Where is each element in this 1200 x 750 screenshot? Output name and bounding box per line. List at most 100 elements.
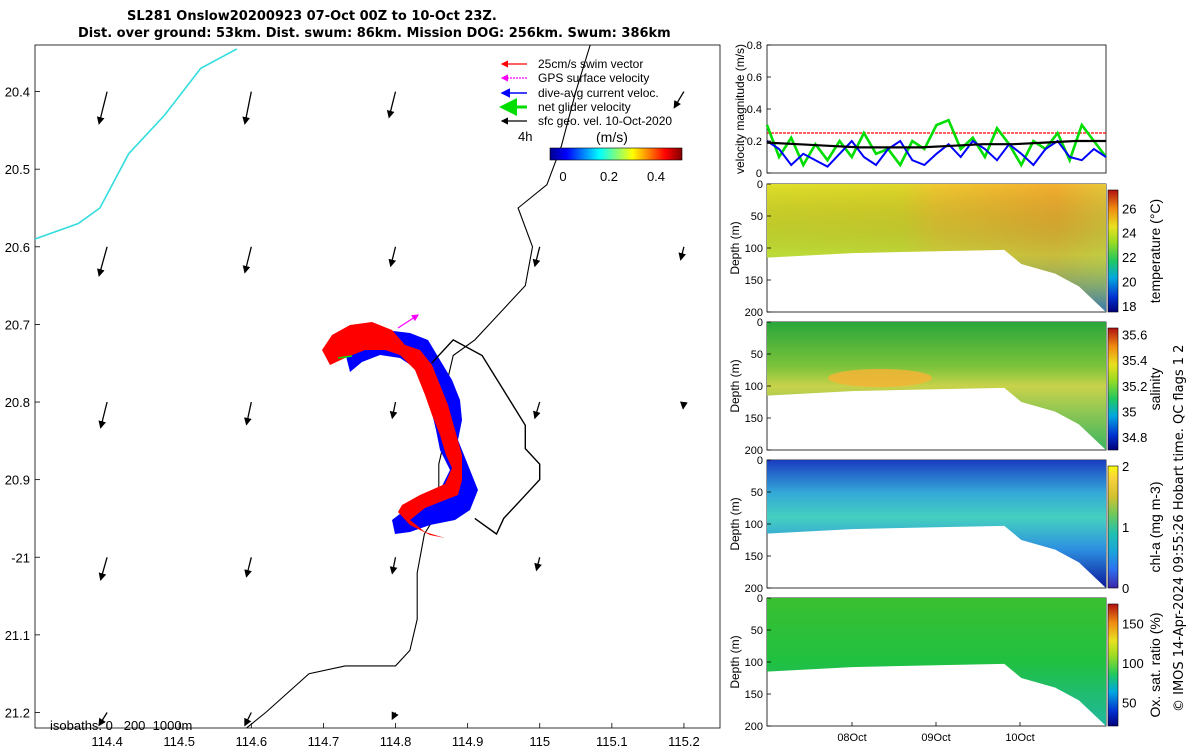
colorbar-label: temperature (°C) (1147, 199, 1163, 303)
depth-axis-label: Depth (m) (728, 359, 742, 412)
geo-velocity-arrow (532, 246, 541, 268)
map-x-tick-label: 115 (529, 734, 550, 749)
legend-gps-label: GPS surface velocity (538, 71, 649, 85)
geo-velocity-arrow (244, 401, 252, 426)
chlorophyll-section-panel (766, 459, 1119, 589)
depth-tick-label: 0 (757, 455, 763, 467)
depth-tick-label: 0 (757, 179, 763, 191)
map-y-tick-label: 20.9 (5, 473, 30, 488)
geo-velocity-arrow (678, 246, 687, 261)
colorbar-tick-label: 18 (1122, 299, 1136, 314)
geo-velocity-arrow (673, 91, 685, 109)
depth-tick-label: 100 (745, 381, 763, 393)
depth-tick-label: 150 (745, 689, 763, 701)
colorbar-tick: 0.2 (600, 169, 618, 184)
colorbar-tick-label: 150 (1122, 617, 1144, 632)
depth-tick-label: 100 (745, 519, 763, 531)
geo-velocity-arrow (391, 711, 399, 721)
depth-tick-label: 100 (745, 243, 763, 255)
map-y-tick-label: 20.5 (5, 162, 30, 177)
depth-tick-label: 150 (745, 551, 763, 563)
velocity-series-geo (766, 139, 1106, 149)
velocity-series-current (766, 139, 1107, 168)
velocity-y-tick-label: 0.4 (747, 104, 762, 116)
colorbar-tick-label: 35.4 (1122, 353, 1147, 368)
depth-tick-label: 150 (745, 275, 763, 287)
map-x-tick-label: 115.2 (668, 734, 700, 749)
colorbar-tick-label: 35 (1122, 404, 1136, 419)
map-x-tick-label: 114.9 (452, 734, 484, 749)
map-panel: 114.4 114.5 114.6 114.7 114.8 114.9 115 115.1 11… (5, 44, 721, 749)
colorbar-unit-label: (m/s) (596, 129, 628, 145)
depth-tick-label: 0 (757, 317, 763, 329)
geo-velocity-arrow (98, 712, 108, 727)
map-y-tick-label: 20.4 (5, 85, 30, 100)
geo-velocity-arrow (389, 401, 398, 420)
colorbar-tick-label: 2 (1122, 459, 1129, 474)
map-y-tick-label: 21.2 (5, 705, 30, 720)
temperature-colorbar (1107, 189, 1119, 313)
map-x-tick-label: 114.8 (380, 734, 412, 749)
geo-velocity-arrow (533, 401, 541, 420)
colorbar-tick-label: 35.2 (1122, 379, 1147, 394)
depth-tick-label: 200 (745, 583, 763, 595)
colorbar-label: chl-a (mg m-3) (1147, 481, 1163, 572)
salinity-section-panel (766, 321, 1119, 451)
geo-velocity-arrow (534, 557, 542, 572)
speed-colorbar: (m/s) 0 0.2 0.4 (549, 129, 683, 184)
oxygen-colorbar (1107, 603, 1119, 727)
map-y-tick-label: 20.8 (5, 395, 30, 410)
geo-velocity-arrow (389, 557, 398, 575)
map-y-ticks: 20.4 20.5 20.6 20.7 20.8 20.9 -21 21.1 21.2 (5, 85, 40, 720)
oxygen-section-panel (766, 597, 1119, 727)
colorbar-tick-label: 24 (1122, 226, 1136, 241)
swim-vector-swath (322, 322, 462, 538)
map-x-tick-label: 114.5 (163, 734, 195, 749)
velocity-y-tick-label: 0.2 (747, 136, 762, 148)
depth-tick-label: 200 (745, 307, 763, 319)
geo-velocity-arrow (680, 401, 688, 410)
map-y-tick-label: 20.6 (5, 240, 30, 255)
colorbar-tick-label: 20 (1122, 275, 1136, 290)
legend-current-label: dive-avg current veloc. (538, 86, 659, 100)
credit-text: © IMOS 14-Apr-2024 09:55:26 Hobart time.… (1172, 344, 1187, 712)
current-velocity-swath (345, 330, 478, 534)
date-tick-label: 09Oct (921, 732, 950, 744)
map-x-tick-label: 114.6 (236, 734, 268, 749)
temperature-section-panel (766, 183, 1119, 313)
geo-velocity-arrow (244, 712, 252, 727)
depth-tick-label: 200 (745, 445, 763, 457)
colorbar-tick-label: 50 (1122, 695, 1136, 710)
colorbar-tick-label: 22 (1122, 250, 1136, 265)
legend-swim-label: 25cm/s swim vector (538, 57, 643, 71)
legend-net-label: net glider velocity (538, 100, 631, 114)
geo-velocity-arrow (242, 91, 252, 125)
colorbar-tick-label: 26 (1122, 201, 1136, 216)
glider-track (431, 339, 541, 536)
colorbar-tick-label: 1 (1122, 520, 1129, 535)
depth-tick-label: 50 (751, 487, 763, 499)
map-y-tick-label: 21.1 (5, 628, 30, 643)
geo-velocity-arrow (97, 246, 108, 277)
colorbar-tick-label: 0 (1122, 581, 1129, 596)
velocity-y-ticks: 0 0.2 0.4 0.6 0.8 (747, 40, 771, 180)
map-y-tick-label: -21 (11, 550, 30, 565)
gps-velocity-arrow (397, 314, 420, 329)
net-velocity-arrow (337, 355, 353, 359)
geo-velocity-arrow (98, 557, 108, 581)
salinity-colorbar (1107, 327, 1119, 451)
velocity-y-tick-label: 0.8 (747, 40, 762, 52)
depth-axis-label: Depth (m) (728, 635, 742, 688)
depth-tick-label: 200 (745, 721, 763, 733)
velocity-y-label: velocity magnitude (m/s) (733, 44, 747, 174)
salinity-high-patch (828, 369, 932, 387)
salinity-field (767, 322, 1106, 450)
oxygen-field (767, 598, 1106, 726)
geo-velocity-arrow (242, 246, 252, 274)
velocity-series-net (765, 118, 1108, 168)
velocity-magnitude-panel: 0 0.2 0.4 0.6 0.8 velocity magnitude (m/s) (733, 40, 1108, 180)
isobath-200m-line (35, 48, 238, 240)
legend-geo-label: sfc geo. vel. 10-Oct-2020 (538, 114, 672, 128)
colorbar-tick-label: 35.6 (1122, 327, 1147, 342)
